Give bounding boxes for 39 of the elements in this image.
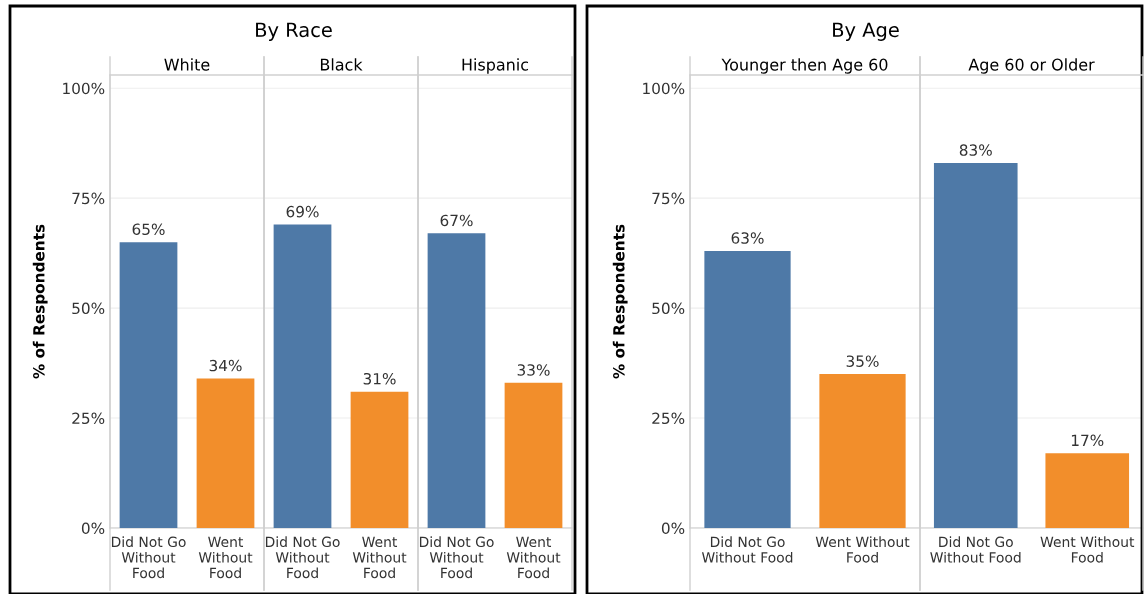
chart-title: White (164, 58, 210, 71)
y-tick-label: 50% (652, 302, 685, 315)
data-label: 17% (1071, 434, 1104, 447)
y-tick-label: 25% (72, 412, 105, 425)
y-axis-title: % of Respondents (32, 224, 48, 379)
data-label: 83% (959, 144, 992, 156)
y-tick-label: 75% (72, 192, 105, 205)
x-tick-label: Did Not Go Without Food (265, 536, 340, 579)
data-label: 35% (846, 355, 879, 367)
data-label: 65% (132, 223, 165, 235)
y-tick-label: 0% (661, 522, 685, 535)
y-tick-label: 25% (652, 412, 685, 425)
data-label: 69% (286, 205, 319, 218)
x-tick-label: Did Not Go Without Food (111, 536, 186, 579)
chart-title: Younger then Age 60 (721, 58, 888, 74)
y-tick-label: 100% (643, 82, 685, 95)
chart-title: Age 60 or Older (968, 58, 1095, 74)
text: By Age (833, 22, 899, 41)
text: By Race (256, 22, 332, 41)
y-tick-label: 75% (652, 192, 685, 205)
data-label: 67% (440, 214, 473, 227)
x-tick-label: Went Without Food (815, 536, 910, 563)
y-tick-label: 0% (81, 522, 105, 535)
x-tick-label: Went Without Food (352, 536, 407, 579)
data-label: 34% (209, 359, 242, 372)
chart-title: Black (320, 58, 363, 71)
chart-title: Hispanic (462, 58, 529, 74)
x-tick-label: Did Not Go Without Food (701, 536, 793, 563)
x-tick-label: Did Not Go Without Food (930, 536, 1021, 563)
x-tick-label: Went Without Food (506, 536, 561, 579)
y-tick-label: 50% (72, 302, 105, 315)
x-tick-label: Did Not Go Without Food (419, 536, 494, 579)
x-tick-label: Went Without Food (1040, 536, 1135, 563)
x-tick-label: Went Without Food (198, 536, 253, 579)
y-tick-label: 100% (63, 82, 105, 95)
y-axis-title: % of Respondents (612, 224, 628, 379)
data-label: 33% (517, 364, 550, 376)
data-label: 31% (363, 372, 396, 385)
data-label: 63% (731, 232, 764, 244)
